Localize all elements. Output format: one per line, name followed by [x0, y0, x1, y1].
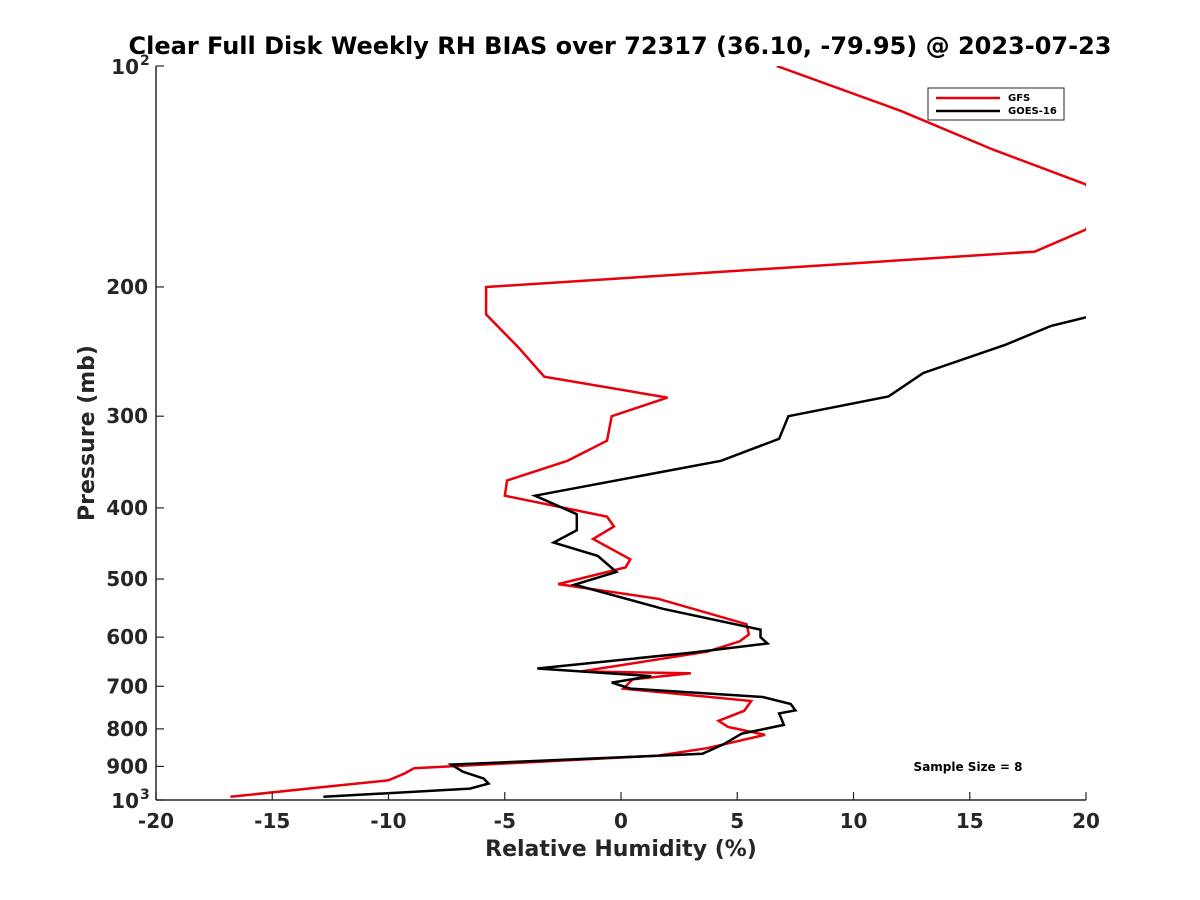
x-tick-label: -20	[138, 809, 174, 833]
x-tick-label: 5	[730, 809, 744, 833]
series-line-gfs	[230, 66, 1086, 799]
y-tick-label: 300	[106, 404, 148, 428]
y-tick-label: 500	[106, 567, 148, 591]
series-line-goes16	[323, 315, 1086, 799]
y-tick-label: 10	[111, 789, 139, 813]
series-layer	[230, 66, 1086, 799]
x-tick-label: -15	[254, 809, 290, 833]
x-ticks: -20 -15 -10 -5 0 5 10 15 20	[138, 792, 1100, 833]
y-tick-label: 600	[106, 625, 148, 649]
y-tick-label: 200	[106, 275, 148, 299]
legend-label-goes16: GOES-16	[1008, 106, 1057, 117]
y-tick-label: 900	[106, 754, 148, 778]
y-axis-label: Pressure (mb)	[75, 345, 100, 521]
y-tick-exponent: 2	[140, 53, 150, 69]
x-tick-label: 10	[840, 809, 868, 833]
legend: GFS GOES-16	[927, 87, 1065, 121]
y-tick-label: 400	[106, 496, 148, 520]
x-tick-label: 0	[614, 809, 628, 833]
x-tick-label: 15	[956, 809, 984, 833]
y-tick-label: 10	[111, 55, 139, 79]
legend-box	[927, 87, 1065, 121]
x-tick-label: -5	[494, 809, 516, 833]
x-tick-label: 20	[1072, 809, 1100, 833]
chart-title: Clear Full Disk Weekly RH BIAS over 7231…	[129, 32, 1112, 60]
y-tick-exponent: 3	[140, 787, 150, 803]
legend-label-gfs: GFS	[1008, 93, 1030, 104]
sample-size-annotation: Sample Size = 8	[914, 760, 1023, 774]
x-axis-label: Relative Humidity (%)	[485, 837, 757, 862]
y-tick-label: 700	[106, 674, 148, 698]
x-tick-label: -10	[370, 809, 406, 833]
y-tick-label: 800	[106, 717, 148, 741]
